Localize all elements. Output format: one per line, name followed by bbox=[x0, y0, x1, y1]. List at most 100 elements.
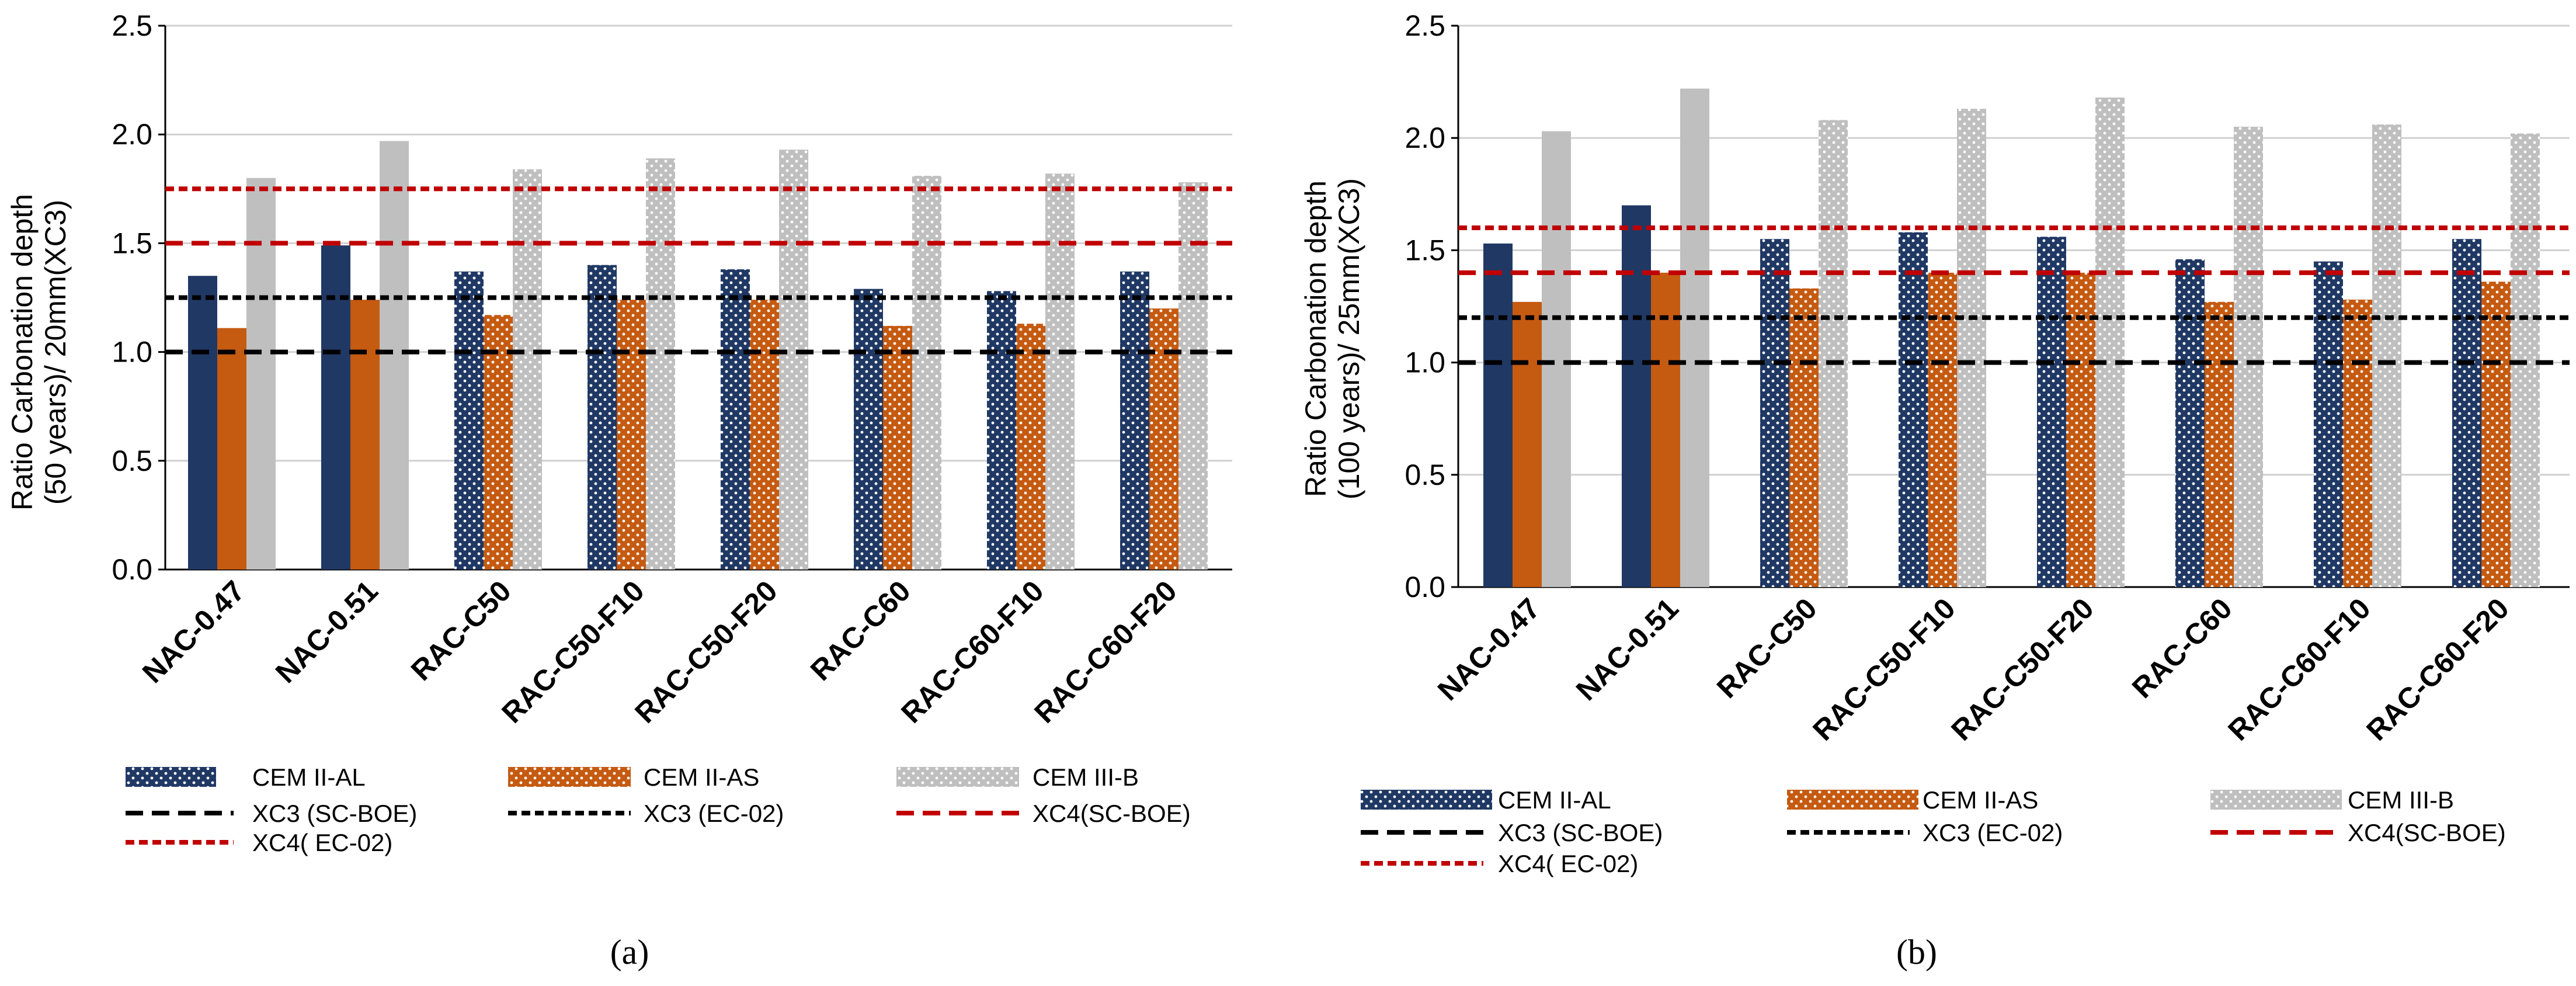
chart-a-ylabel: Ratio Carbonation depth (50 years)/ 20mm… bbox=[6, 194, 72, 511]
chart-b-bar-rac-c50-f10-series-2 bbox=[1957, 109, 1986, 587]
chart-b-legend: CEM II-AL CEM II-AS CEM III-B XC3 (SC-BO… bbox=[1361, 786, 2506, 877]
chart-b-bar-rac-c50-series-2 bbox=[1819, 120, 1848, 587]
chart-a-legend: CEM II-AL CEM II-AS CEM III-B XC3 (SC-BO… bbox=[126, 763, 1191, 856]
chart-a-xtick-label: RAC-C60-F20 bbox=[1028, 574, 1183, 730]
chart-a-xtick-label: RAC-C50 bbox=[405, 574, 517, 687]
chart-a-bar-nac-0-47-series-0 bbox=[188, 276, 217, 570]
legend-b-swatch-cem-ii-as bbox=[1787, 790, 1918, 810]
chart-a-bar-rac-c50-f20-series-1 bbox=[750, 300, 779, 570]
chart-a-bar-rac-c50-f20-series-2 bbox=[779, 150, 808, 570]
legend-b-label-xc4-ec02: XC4( EC-02) bbox=[1498, 850, 1638, 877]
chart-b-bar-rac-c60-f10-series-2 bbox=[2372, 124, 2401, 588]
chart-b-bar-nac-0-47-series-2 bbox=[1542, 131, 1571, 588]
chart-a-bar-rac-c60-f10-series-1 bbox=[1016, 324, 1045, 570]
chart-b-bar-nac-0-51-series-1 bbox=[1651, 272, 1680, 588]
chart-b-ytick-label: 0.5 bbox=[1405, 459, 1445, 491]
chart-b-ytick-label: 1.0 bbox=[1405, 346, 1445, 379]
chart-b-bar-rac-c50-f10-series-0 bbox=[1899, 232, 1928, 587]
chart-a-caption: (a) bbox=[610, 933, 649, 971]
chart-b-bar-rac-c60-f20-series-1 bbox=[2481, 282, 2511, 587]
chart-b-xtick-label: RAC-C60 bbox=[2126, 592, 2238, 704]
chart-a-ytick-label: 1.0 bbox=[112, 336, 152, 369]
legend-a-label-cem-ii-as: CEM II-AS bbox=[644, 763, 759, 791]
chart-a-xtick-label: NAC-0.51 bbox=[269, 574, 384, 689]
chart-b-bar-rac-c60-series-2 bbox=[2234, 126, 2263, 588]
chart-a-bar-rac-c60-f10-series-2 bbox=[1045, 173, 1075, 570]
chart-a-bar-rac-c50-f10-series-1 bbox=[617, 300, 646, 570]
legend-b-label-xc3-ec02: XC3 (EC-02) bbox=[1923, 819, 2063, 846]
legend-a-swatch-cem-ii-as bbox=[508, 767, 631, 787]
chart-b-bar-rac-c60-f10-series-1 bbox=[2343, 299, 2372, 587]
chart-a-bar-rac-c50-series-2 bbox=[513, 169, 542, 570]
chart-a-ytick-label: 0.0 bbox=[112, 553, 152, 586]
chart-a-bar-rac-c50-series-0 bbox=[454, 271, 484, 570]
chart-b-ylabel: Ratio Carbonation depth (100 years)/ 25m… bbox=[1299, 178, 1365, 499]
chart-b-bar-rac-c60-series-0 bbox=[2175, 259, 2205, 587]
chart-a-ylabel-line1: Ratio Carbonation depth bbox=[6, 194, 39, 511]
chart-a-ytick-label: 2.0 bbox=[112, 118, 152, 151]
chart-a-bar-rac-c60-f20-series-1 bbox=[1149, 308, 1179, 570]
chart-b-bar-nac-0-47-series-1 bbox=[1513, 301, 1542, 587]
legend-b-swatch-cem-ii-al bbox=[1361, 790, 1492, 810]
chart-a-ylabel-line2: (50 years)/ 20mm(XC3) bbox=[39, 200, 72, 505]
legend-b-swatch-cem-iii-b bbox=[2210, 790, 2342, 810]
legend-a-label-xc4-scboe: XC4(SC-BOE) bbox=[1033, 800, 1191, 827]
chart-a-bar-rac-c50-f20-series-0 bbox=[721, 269, 750, 570]
legend-a-label-xc4-ec02: XC4( EC-02) bbox=[252, 829, 392, 856]
legend-a-label-cem-ii-al: CEM II-AL bbox=[252, 763, 366, 791]
chart-a-bar-rac-c60-series-1 bbox=[883, 325, 912, 570]
chart-b-bar-rac-c50-f20-series-1 bbox=[2066, 272, 2095, 588]
chart-a-ytick-label: 1.5 bbox=[112, 227, 152, 259]
legend-b-label-cem-ii-al: CEM II-AL bbox=[1498, 786, 1611, 814]
chart-a-xtick-label: RAC-C60-F10 bbox=[895, 574, 1050, 730]
chart-b-bar-rac-c60-f10-series-0 bbox=[2314, 261, 2343, 587]
chart-b-xtick-label: RAC-C50 bbox=[1711, 592, 1823, 704]
chart-b-ytick-label: 0.0 bbox=[1405, 571, 1445, 603]
chart-b-bar-rac-c50-series-0 bbox=[1760, 239, 1789, 587]
chart-a-ytick-label: 2.5 bbox=[112, 9, 152, 42]
chart-a-bar-rac-c50-f10-series-0 bbox=[587, 265, 617, 570]
chart-a-bar-nac-0-51-series-0 bbox=[321, 245, 350, 570]
legend-b-label-xc3-scboe: XC3 (SC-BOE) bbox=[1498, 819, 1663, 846]
chart-b-ylabel-line2: (100 years)/ 25mm(XC3) bbox=[1333, 178, 1365, 499]
chart-b-xtick-label: RAC-C50-F10 bbox=[1806, 592, 1962, 747]
legend-a-label-xc3-ec02: XC3 (EC-02) bbox=[644, 800, 784, 827]
chart-a-bar-nac-0-47-series-2 bbox=[246, 178, 276, 570]
legend-a-swatch-cem-iii-b bbox=[896, 767, 1019, 787]
chart-a-bar-rac-c60-f20-series-2 bbox=[1179, 182, 1208, 570]
chart-a-xtick-label: NAC-0.47 bbox=[136, 574, 251, 689]
chart-a-bar-rac-c60-f20-series-0 bbox=[1120, 271, 1149, 570]
chart-b-bar-rac-c60-f20-series-0 bbox=[2452, 239, 2481, 587]
chart-b-ytick-label: 2.0 bbox=[1405, 121, 1445, 154]
chart-a-xtick-label: RAC-C60 bbox=[804, 574, 917, 687]
chart-a-bar-rac-c60-series-0 bbox=[854, 289, 883, 570]
chart-a-xtick-label: RAC-C50-F20 bbox=[628, 574, 784, 730]
legend-b-label-cem-iii-b: CEM III-B bbox=[2348, 786, 2454, 814]
chart-a-xtick-label: RAC-C50-F10 bbox=[495, 574, 651, 730]
chart-b-xtick-label: RAC-C60-F10 bbox=[2222, 592, 2377, 747]
chart-b-xtick-label: NAC-0.47 bbox=[1431, 592, 1546, 707]
chart-b-bar-nac-0-47-series-0 bbox=[1483, 243, 1513, 587]
legend-a-swatch-cem-ii-al bbox=[126, 767, 216, 787]
chart-b-bar-rac-c50-f20-series-2 bbox=[2095, 98, 2125, 587]
chart-a-bar-rac-c60-f10-series-0 bbox=[987, 291, 1016, 570]
chart-b-xtick-label: RAC-C50-F20 bbox=[1945, 592, 2100, 747]
chart-b-caption: (b) bbox=[1896, 933, 1937, 971]
legend-a-label-cem-iii-b: CEM III-B bbox=[1033, 763, 1139, 791]
chart-b-xtick-label: NAC-0.51 bbox=[1570, 592, 1685, 707]
chart-b-bar-rac-c50-series-1 bbox=[1789, 288, 1819, 587]
chart-b-ylabel-line1: Ratio Carbonation depth bbox=[1299, 180, 1332, 497]
chart-a-bar-nac-0-51-series-2 bbox=[380, 141, 409, 570]
chart-b-ytick-label: 2.5 bbox=[1405, 9, 1445, 42]
legend-b-label-cem-ii-as: CEM II-AS bbox=[1923, 786, 2038, 814]
chart-b-bar-rac-c50-f10-series-1 bbox=[1928, 272, 1957, 588]
chart-b-ytick-label: 1.5 bbox=[1405, 234, 1445, 266]
legend-a-label-xc3-scboe: XC3 (SC-BOE) bbox=[252, 800, 417, 827]
chart-a-bar-rac-c50-f10-series-2 bbox=[646, 158, 675, 570]
chart-a-bar-nac-0-47-series-1 bbox=[217, 328, 246, 570]
legend-b-label-xc4-scboe: XC4(SC-BOE) bbox=[2348, 819, 2506, 846]
chart-a-bar-rac-c60-series-2 bbox=[912, 175, 941, 570]
chart-a-bar-nac-0-51-series-1 bbox=[350, 300, 380, 570]
